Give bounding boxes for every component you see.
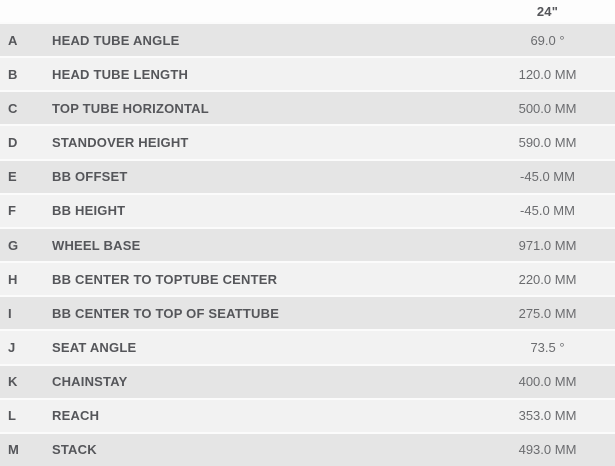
spec-label: BB CENTER TO TOP OF SEATTUBE xyxy=(52,305,280,321)
spec-value: 590.0 MM xyxy=(518,135,577,151)
spec-value: -45.0 MM xyxy=(520,203,575,219)
spec-letter: M xyxy=(8,442,19,458)
spec-letter: K xyxy=(8,374,18,390)
spec-value: -45.0 MM xyxy=(520,169,575,185)
size-column-header: 24" xyxy=(536,3,559,19)
spec-row: G WHEEL BASE 971.0 MM xyxy=(0,226,615,262)
spec-label: BB HEIGHT xyxy=(52,203,126,219)
spec-row: H BB CENTER TO TOPTUBE CENTER 220.0 MM xyxy=(0,261,615,296)
spec-value: 69.0 ° xyxy=(530,32,565,48)
spec-label: BB OFFSET xyxy=(52,169,128,185)
spec-label: TOP TUBE HORIZONTAL xyxy=(52,100,209,116)
spec-value: 500.0 MM xyxy=(518,100,577,116)
spec-value: 353.0 MM xyxy=(518,408,577,424)
spec-label: HEAD TUBE ANGLE xyxy=(52,32,180,48)
spec-letter: L xyxy=(8,408,16,424)
spec-row: B HEAD TUBE LENGTH 120.0 MM xyxy=(0,56,615,91)
spec-letter: G xyxy=(8,237,19,253)
spec-row: C TOP TUBE HORIZONTAL 500.0 MM xyxy=(0,90,615,125)
spec-label: SEAT ANGLE xyxy=(52,339,137,355)
spec-row: J SEAT ANGLE 73.5 ° xyxy=(0,329,615,364)
spec-letter: F xyxy=(8,203,16,219)
spec-value: 275.0 MM xyxy=(518,305,577,321)
spec-value: 971.0 MM xyxy=(518,237,577,253)
spec-value: 120.0 MM xyxy=(518,66,577,82)
spec-row: K CHAINSTAY 400.0 MM xyxy=(0,363,615,398)
spec-row: L REACH 353.0 MM xyxy=(0,397,615,432)
spec-letter: E xyxy=(8,169,17,185)
spec-row: D STANDOVER HEIGHT 590.0 MM xyxy=(0,124,615,159)
spec-label: HEAD TUBE LENGTH xyxy=(52,66,189,82)
spec-value: 400.0 MM xyxy=(518,374,577,390)
spec-letter: H xyxy=(8,271,18,287)
spec-letter: I xyxy=(8,305,12,321)
spec-letter: A xyxy=(8,32,18,48)
table-body: A HEAD TUBE ANGLE 69.0 ° B HEAD TUBE LEN… xyxy=(0,22,615,466)
spec-label: STANDOVER HEIGHT xyxy=(52,135,189,151)
spec-letter: D xyxy=(8,135,18,151)
spec-row: I BB CENTER TO TOP OF SEATTUBE 275.0 MM xyxy=(0,295,615,330)
spec-label: BB CENTER TO TOPTUBE CENTER xyxy=(52,271,278,287)
spec-row: E BB OFFSET -45.0 MM xyxy=(0,158,615,193)
table-header-row: 24" xyxy=(0,0,615,22)
spec-value: 493.0 MM xyxy=(518,442,577,458)
spec-row: A HEAD TUBE ANGLE 69.0 ° xyxy=(0,22,615,57)
spec-row: M STACK 493.0 MM xyxy=(0,431,615,466)
spec-value: 73.5 ° xyxy=(530,339,565,355)
spec-letter: B xyxy=(8,66,18,82)
spec-row: F BB HEIGHT -45.0 MM xyxy=(0,192,615,227)
spec-label: WHEEL BASE xyxy=(52,237,141,253)
spec-letter: C xyxy=(8,100,18,116)
spec-value: 220.0 MM xyxy=(518,271,577,287)
spec-label: CHAINSTAY xyxy=(52,374,128,390)
spec-label: STACK xyxy=(52,442,97,458)
spec-letter: J xyxy=(8,339,16,355)
spec-label: REACH xyxy=(52,408,100,424)
